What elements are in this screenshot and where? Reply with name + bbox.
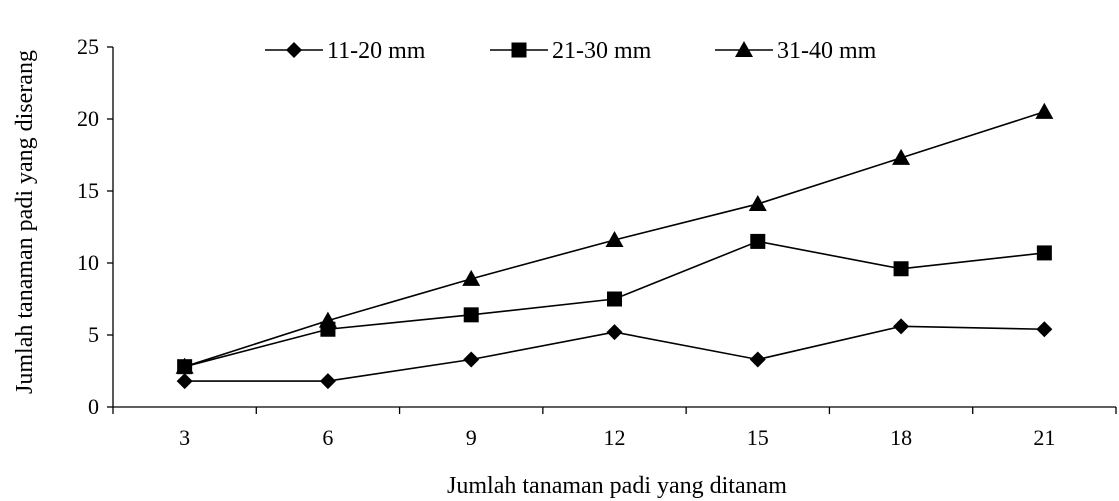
x-tick-label: 6: [322, 425, 333, 450]
x-tick-label: 15: [747, 425, 769, 450]
series-layer: [175, 102, 1054, 390]
data-point-square: [893, 261, 909, 277]
legend-label: 11-20 mm: [327, 38, 426, 64]
y-axis-title: Jumlah tanaman padi yang diserang: [12, 50, 38, 394]
data-point-diamond: [893, 318, 910, 335]
series-diamond: [176, 318, 1053, 390]
x-tick-label: 3: [179, 425, 190, 450]
legend-item: 11-20 mm: [265, 38, 426, 64]
legend-marker-triangle: [735, 41, 753, 58]
data-point-triangle: [748, 194, 767, 211]
x-tick-label: 18: [890, 425, 912, 450]
y-tick-label: 10: [77, 250, 99, 275]
x-tick-label: 21: [1033, 425, 1055, 450]
y-tick-label: 5: [88, 322, 99, 347]
y-tick-label: 15: [77, 178, 99, 203]
y-tick-label: 25: [77, 34, 99, 59]
y-tick-label: 0: [88, 394, 99, 419]
axes: 0 5 10 15 20 25 3 6 9 12 15 18 21: [77, 34, 1117, 450]
data-point-triangle: [175, 357, 194, 374]
data-point-diamond: [606, 324, 623, 341]
legend-label: 31-40 mm: [777, 38, 877, 64]
data-point-diamond: [463, 351, 480, 368]
data-point-diamond: [749, 351, 766, 368]
data-point-diamond: [1036, 321, 1053, 338]
x-tick-label: 12: [604, 425, 626, 450]
x-axis-title: Jumlah tanaman padi yang ditanam: [447, 473, 787, 499]
series-triangle: [175, 102, 1054, 374]
data-point-square: [1036, 245, 1052, 261]
data-point-triangle: [892, 148, 911, 165]
legend-label: 21-30 mm: [552, 38, 652, 64]
x-tick-label: 9: [466, 425, 477, 450]
y-tick-label: 20: [77, 106, 99, 131]
legend-item: 31-40 mm: [715, 38, 877, 64]
legend: 11-20 mm 21-30 mm 31-40 mm: [265, 38, 877, 64]
data-point-triangle: [462, 269, 481, 286]
data-point-square: [750, 233, 766, 249]
data-point-triangle: [1035, 102, 1054, 119]
legend-marker-square: [511, 42, 527, 58]
data-point-square: [607, 291, 622, 307]
data-point-diamond: [176, 373, 193, 390]
series-square: [177, 233, 1052, 375]
legend-item: 21-30 mm: [490, 38, 652, 64]
data-point-triangle: [318, 311, 337, 328]
legend-marker-diamond: [286, 42, 302, 58]
data-point-square: [463, 307, 479, 323]
data-point-triangle: [605, 230, 624, 247]
data-point-diamond: [319, 373, 336, 390]
